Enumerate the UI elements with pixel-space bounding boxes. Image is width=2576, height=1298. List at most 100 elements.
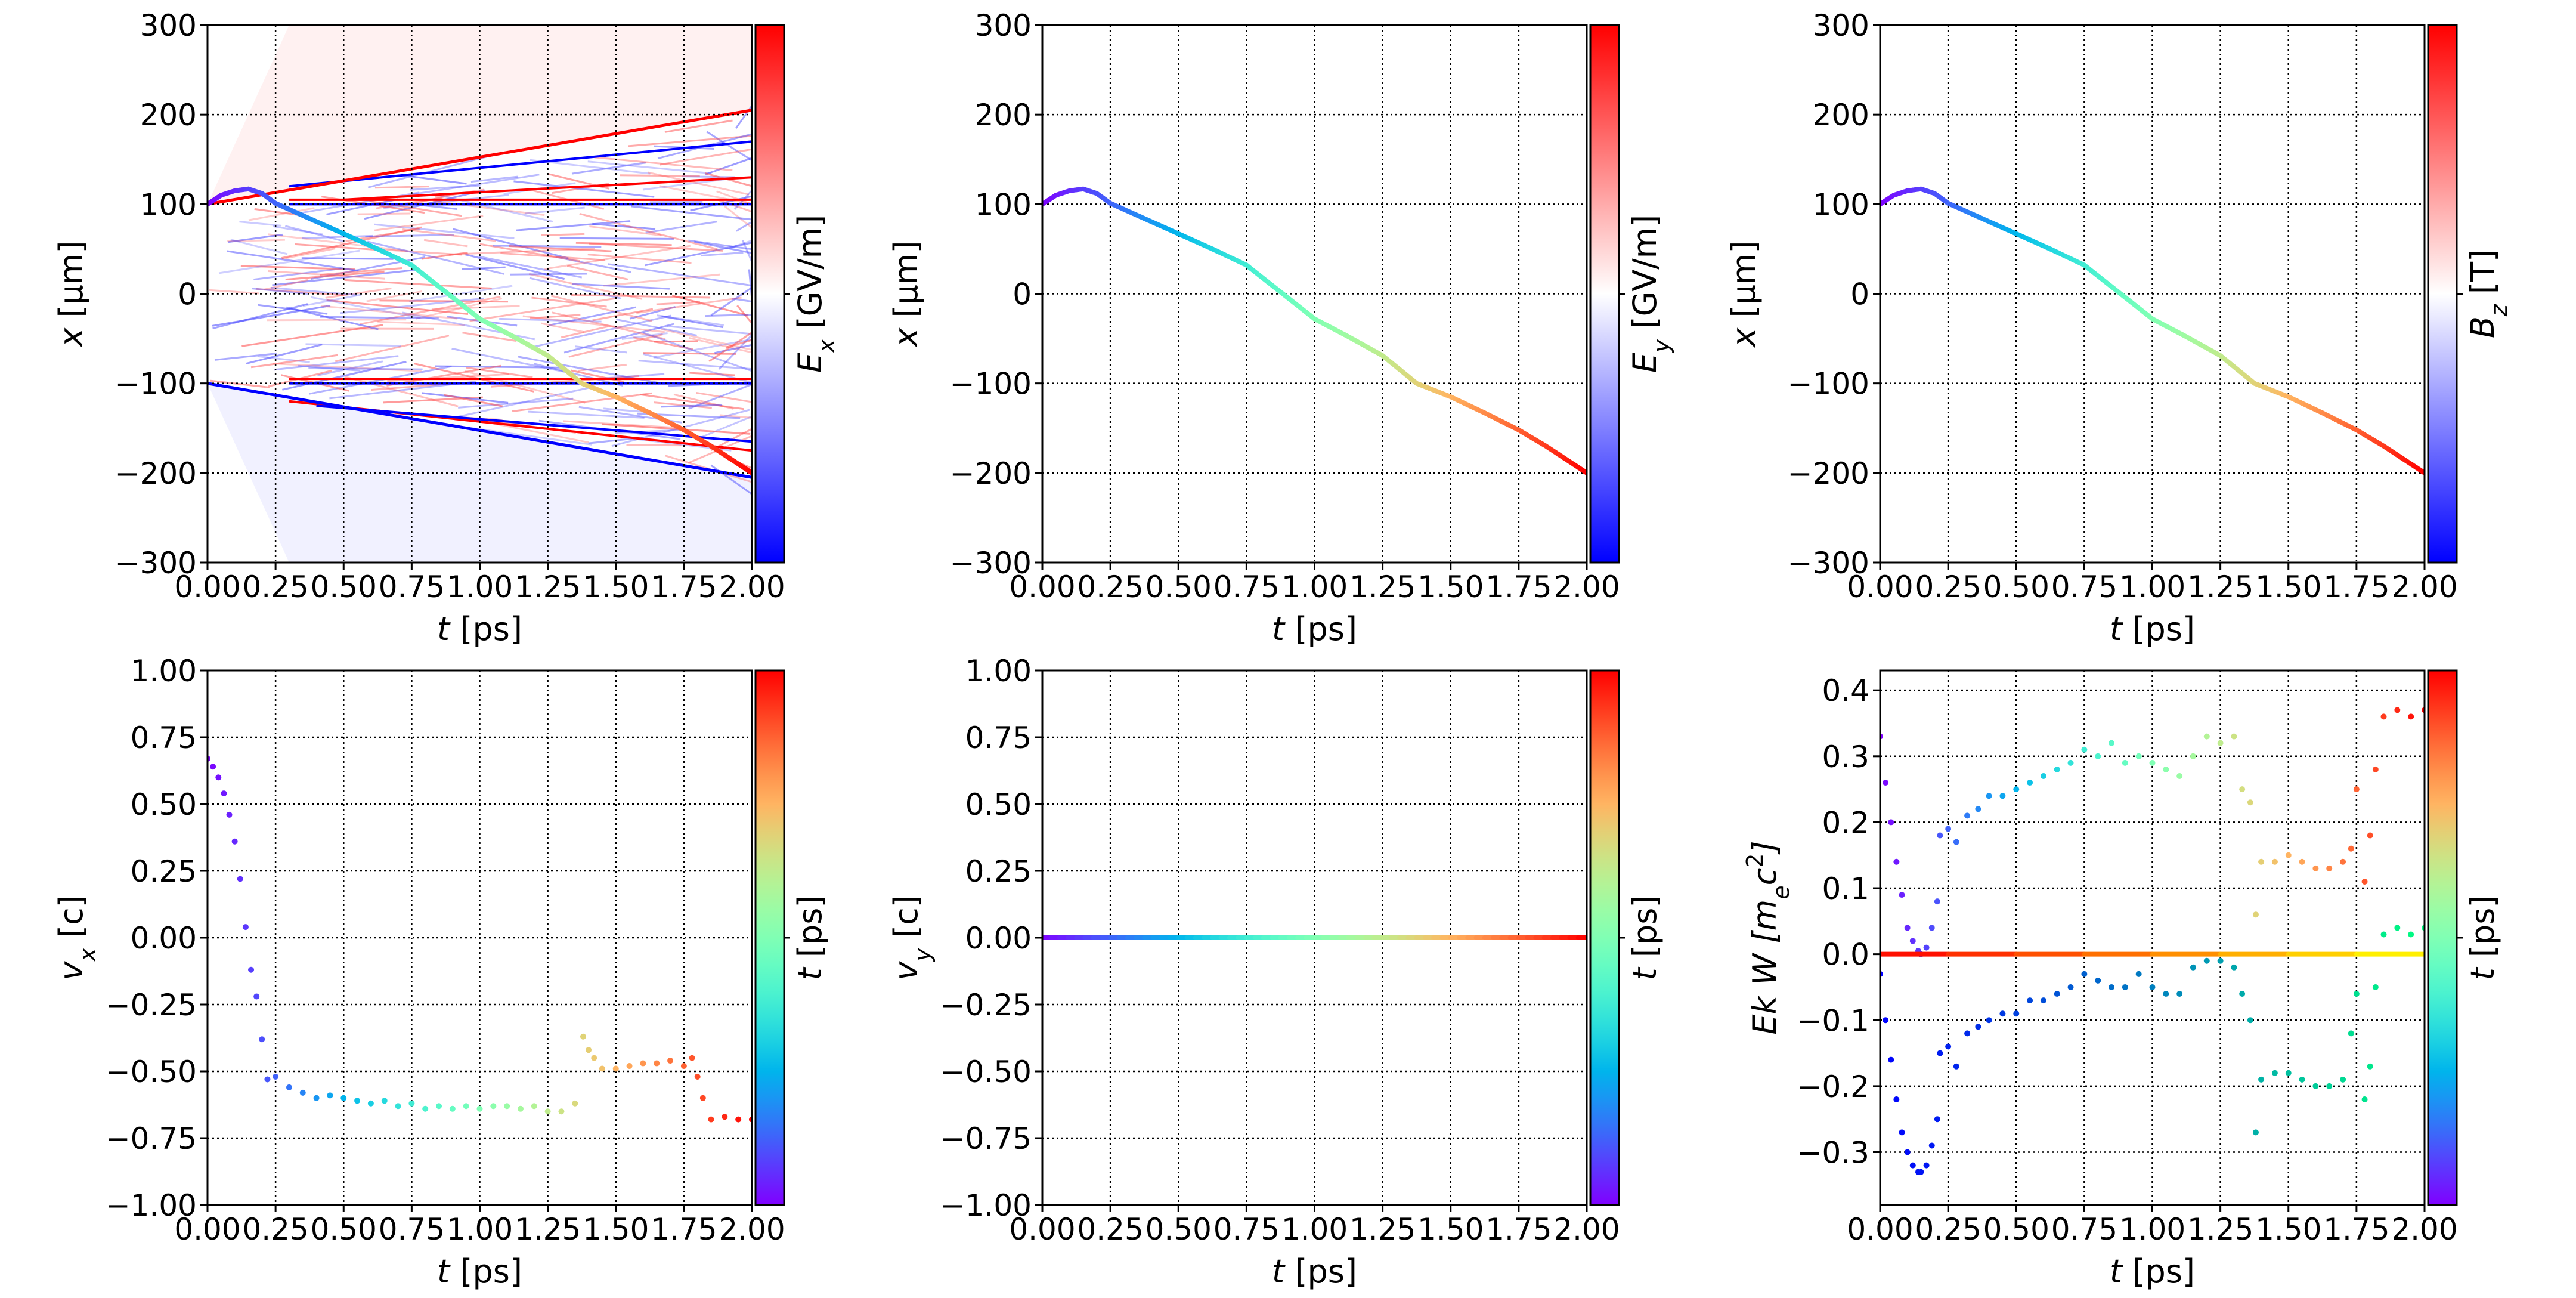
data-point bbox=[2271, 858, 2278, 865]
panel-top-middle: 0.00 0.25 0.50 0.75 1.00 1.25 1.50 1.75 2.00 −300… bbox=[887, 8, 1674, 648]
y-tick-label: 100 bbox=[1813, 187, 1869, 222]
field-stripe bbox=[365, 234, 455, 238]
colorbar-label-part: x bbox=[813, 339, 840, 353]
data-point bbox=[1918, 1169, 1924, 1175]
x-axis-label-part: t bbox=[2110, 1253, 2123, 1290]
field-stripe bbox=[453, 228, 569, 259]
y-tick-label: −200 bbox=[1788, 456, 1869, 491]
data-point bbox=[215, 774, 222, 781]
x-tick-label: 0.50 bbox=[1983, 1212, 2049, 1247]
field-stripe bbox=[579, 212, 718, 251]
data-point bbox=[2285, 1070, 2292, 1076]
field-stripe bbox=[656, 301, 701, 305]
y-tick-label: −0.50 bbox=[106, 1055, 197, 1089]
y-tick-label: 0.50 bbox=[965, 787, 1032, 822]
plot-area bbox=[1880, 670, 2425, 1205]
colorbar-label: Ex [GV/m] bbox=[791, 215, 840, 373]
field-stripe bbox=[462, 332, 517, 342]
x-tick-label: 2.00 bbox=[2391, 570, 2457, 604]
data-point bbox=[1999, 1010, 2006, 1017]
data-point bbox=[580, 1033, 586, 1040]
field-stripe bbox=[228, 233, 283, 243]
field-stripe bbox=[272, 363, 422, 372]
data-point bbox=[572, 1100, 578, 1107]
data-point bbox=[708, 1116, 714, 1123]
y-tick-label: 0 bbox=[1013, 277, 1032, 312]
data-point bbox=[242, 924, 249, 931]
plot-area bbox=[1042, 670, 1587, 1205]
field-stripe bbox=[423, 239, 468, 248]
x-tick-label: 0.25 bbox=[1077, 1212, 1143, 1247]
y-axis-label-part: v bbox=[52, 961, 90, 981]
x-tick-label: 0.50 bbox=[311, 570, 377, 604]
field-stripe bbox=[335, 335, 450, 363]
field-stripe bbox=[490, 422, 590, 444]
data-point bbox=[2340, 858, 2346, 865]
data-point bbox=[531, 1103, 537, 1110]
field-stripe bbox=[379, 299, 509, 303]
y-tick-label: −0.2 bbox=[1797, 1070, 1869, 1104]
data-point bbox=[1934, 1116, 1940, 1123]
field-stripe bbox=[257, 355, 310, 363]
field-stripe bbox=[444, 394, 503, 407]
colorbar-label-part: E bbox=[791, 352, 829, 373]
field-stripe bbox=[272, 268, 419, 286]
field-stripe bbox=[552, 311, 666, 340]
data-point bbox=[2109, 984, 2115, 990]
data-point bbox=[2081, 746, 2088, 753]
field-stripe bbox=[706, 131, 752, 162]
x-tick-label: 1.50 bbox=[583, 1212, 649, 1247]
field-stripe bbox=[245, 344, 323, 365]
data-point bbox=[2361, 1096, 2368, 1103]
x-tick-label: 1.00 bbox=[2119, 1212, 2185, 1247]
data-point bbox=[2149, 759, 2156, 766]
data-point bbox=[2176, 991, 2183, 997]
data-point bbox=[599, 1065, 605, 1072]
data-point bbox=[1964, 1030, 1971, 1037]
field-stripe bbox=[284, 225, 345, 243]
data-point bbox=[313, 1095, 320, 1101]
field-stripe bbox=[383, 194, 509, 209]
field-stripe bbox=[587, 254, 692, 264]
field-stripe bbox=[578, 363, 627, 372]
field-stripe bbox=[710, 286, 752, 316]
field-stripe bbox=[571, 162, 646, 175]
field-stripe bbox=[268, 233, 408, 252]
field-stripe bbox=[620, 174, 700, 177]
data-point bbox=[1909, 1162, 1916, 1169]
y-tick-label: 0.25 bbox=[131, 854, 197, 889]
field-stripe bbox=[491, 375, 639, 388]
x-tick-label: 0.25 bbox=[1915, 570, 1981, 604]
field-stripe bbox=[717, 199, 752, 213]
field-stripe bbox=[431, 305, 520, 310]
x-tick-label: 1.50 bbox=[1417, 570, 1484, 604]
x-tick-label: 1.25 bbox=[2187, 570, 2253, 604]
field-stripe bbox=[516, 220, 631, 231]
data-point bbox=[476, 1105, 483, 1112]
data-point bbox=[1945, 1043, 1952, 1050]
field-stripe bbox=[592, 308, 654, 322]
y-tick-label: −100 bbox=[950, 367, 1032, 401]
field-stripe bbox=[295, 243, 383, 251]
data-point bbox=[1883, 780, 1889, 786]
field-stripe bbox=[736, 221, 752, 232]
field-stripe bbox=[367, 240, 504, 275]
data-point bbox=[2203, 733, 2210, 740]
field-stripe bbox=[273, 355, 399, 371]
field-stripe bbox=[311, 296, 421, 319]
field-stripe bbox=[671, 295, 749, 317]
field-stripe bbox=[248, 207, 315, 221]
data-point bbox=[1888, 1056, 1894, 1063]
x-tick-label: 1.00 bbox=[1281, 1212, 1348, 1247]
data-point bbox=[231, 838, 238, 845]
x-tick-label: 1.00 bbox=[447, 570, 513, 604]
x-tick-label: 2.00 bbox=[1553, 570, 1620, 604]
field-stripe bbox=[688, 336, 752, 354]
data-point bbox=[2353, 991, 2360, 997]
field-stripe bbox=[320, 316, 439, 320]
data-point bbox=[517, 1105, 524, 1112]
data-point bbox=[1904, 925, 1911, 931]
y-tick-label: −100 bbox=[115, 367, 197, 401]
x-axis-label: t [ps] bbox=[2110, 1253, 2195, 1290]
